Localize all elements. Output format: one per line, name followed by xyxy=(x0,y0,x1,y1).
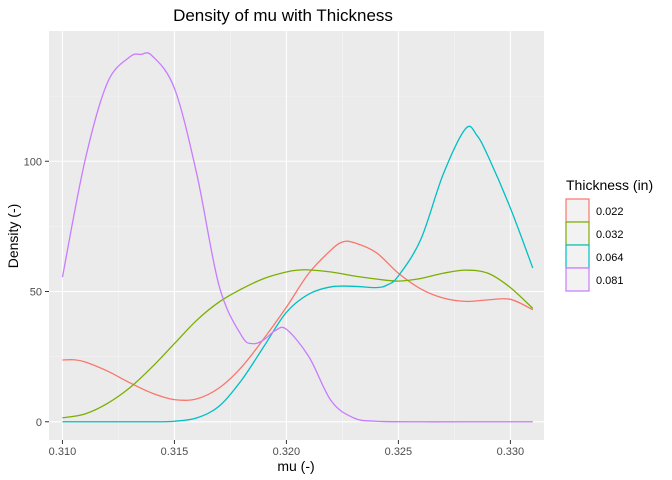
panel-background xyxy=(49,31,544,440)
legend-key-0.064: 0.064 xyxy=(565,244,624,269)
legend-swatch xyxy=(565,244,590,269)
x-tick-label: 0.310 xyxy=(49,446,77,458)
y-tick-label: 100 xyxy=(24,156,42,168)
minor-gridlines xyxy=(49,31,544,440)
x-axis-title: mu (-) xyxy=(277,458,314,474)
legend-key-0.081: 0.081 xyxy=(565,267,624,292)
legend-swatch xyxy=(565,198,590,223)
x-axis: 0.310 0.315 0.320 0.325 0.330 xyxy=(49,440,524,458)
density-line-0.081 xyxy=(61,52,533,423)
legend-label: 0.081 xyxy=(596,275,624,287)
y-tick-label: 0 xyxy=(36,417,42,429)
legend-label: 0.064 xyxy=(596,252,624,264)
x-tick-label: 0.330 xyxy=(497,446,525,458)
legend: Thickness (in) 0.022 0.032 0.064 0.081 xyxy=(565,177,653,292)
legend-label: 0.022 xyxy=(596,206,624,218)
legend-key-0.032: 0.032 xyxy=(565,221,624,246)
density-line-0.022 xyxy=(62,240,534,401)
y-axis: 0 50 100 xyxy=(24,156,49,429)
legend-label: 0.032 xyxy=(596,229,624,241)
legend-swatch xyxy=(565,221,590,246)
y-tick-label: 50 xyxy=(30,287,42,299)
x-tick-label: 0.320 xyxy=(273,446,301,458)
density-line-0.032 xyxy=(62,269,534,419)
density-lines xyxy=(61,52,534,423)
legend-swatch xyxy=(565,267,590,292)
x-tick-label: 0.325 xyxy=(385,446,413,458)
x-tick-label: 0.315 xyxy=(161,446,189,458)
density-line-0.064 xyxy=(62,125,534,423)
legend-key-0.022: 0.022 xyxy=(565,198,624,223)
y-axis-title: Density (-) xyxy=(5,204,21,269)
legend-title: Thickness (in) xyxy=(566,177,653,193)
chart-title: Density of mu with Thickness xyxy=(173,6,393,25)
